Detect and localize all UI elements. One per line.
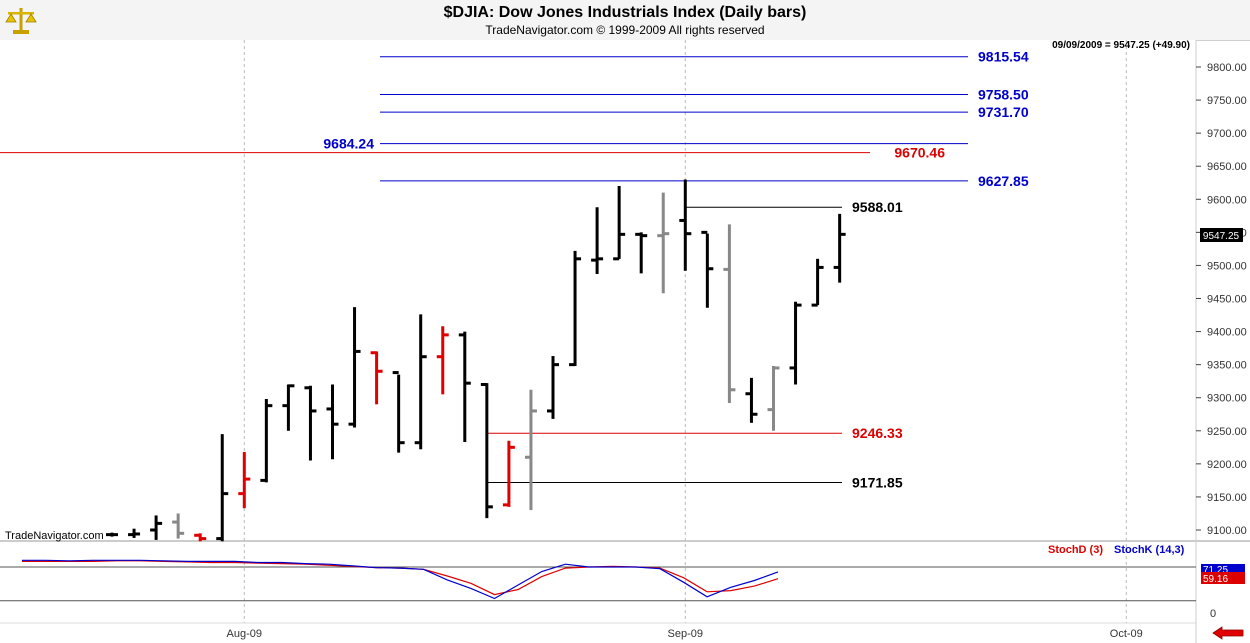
stoch-d-badge (1201, 572, 1245, 584)
price-tick-label-12: 9700.00 (1207, 128, 1247, 140)
copyright-text: TradeNavigator.com © 1999-2009 All right… (485, 23, 765, 37)
level-label-5: 9627.85 (978, 173, 1029, 189)
ohlc-bar-20 (547, 356, 559, 419)
stoch-k-legend: StochK (14,3) (1114, 544, 1185, 556)
stoch-k-value: 71.25 (1203, 565, 1228, 576)
ohlc-bar-9 (304, 385, 317, 461)
chart-title: $DJIA: Dow Jones Industrials Index (Dail… (443, 4, 807, 21)
ohlc-bar-4 (194, 533, 207, 542)
ohlc-bar-5 (216, 434, 229, 542)
ohlc-bar-26 (679, 179, 692, 271)
ohlc-bar-33 (833, 213, 846, 283)
stoch-k-line (22, 559, 779, 600)
ohlc-bar-3 (172, 513, 185, 539)
x-tick-label-0: Aug-09 (227, 628, 262, 640)
ohlc-bar-23 (613, 186, 626, 261)
price-tick-label-3: 9250.00 (1207, 426, 1247, 438)
price-tick-label-8: 9500.00 (1207, 260, 1247, 272)
price-tick-label-13: 9750.00 (1207, 95, 1247, 107)
price-levels: 9815.54 9758.50 9731.70 9684.24 9670.46 9627.… (0, 49, 1029, 490)
ohlc-bar-6 (238, 451, 251, 509)
watermark-text: TradeNavigator.com (5, 530, 104, 542)
ohlc-bar-7 (260, 399, 273, 483)
price-tick-label-1: 9150.00 (1207, 492, 1247, 504)
scales-logo-icon[interactable] (4, 4, 38, 36)
level-label-4: 9670.46 (894, 145, 945, 161)
osc-zero-label: 0 (1210, 608, 1216, 620)
ohlc-bar-8 (282, 384, 295, 431)
stoch-d-line (22, 560, 779, 596)
x-tick-label-2: Oct-09 (1110, 628, 1143, 640)
ohlc-bar-27 (701, 230, 714, 308)
price-tick-label-11: 9650.00 (1207, 161, 1247, 173)
price-tick-label-5: 9350.00 (1207, 360, 1247, 372)
ohlc-bar-22 (591, 207, 604, 275)
vertical-gridlines (243, 40, 1127, 623)
time-axis: Aug-09 Sep-09 Oct-09 (227, 628, 1143, 640)
ohlc-bar-11 (348, 307, 361, 428)
price-tick-label-6: 9400.00 (1207, 327, 1247, 339)
level-label-8: 9171.85 (852, 474, 903, 490)
price-pane-background (0, 40, 1196, 541)
level-label-2: 9731.70 (978, 104, 1029, 120)
price-tick-label-7: 9450.00 (1207, 294, 1247, 306)
chart-header: $DJIA: Dow Jones Industrials Index (Dail… (0, 0, 1250, 41)
ohlc-bar-14 (414, 314, 427, 450)
last-price-badge (1200, 228, 1243, 242)
ohlc-bar-31 (789, 301, 802, 385)
level-label-1: 9758.50 (978, 86, 1029, 102)
ohlc-bars (106, 179, 846, 542)
ohlc-bar-0 (106, 532, 118, 537)
ohlc-bar-19 (524, 389, 537, 511)
ohlc-bar-1 (128, 528, 141, 538)
ohlc-bar-28 (723, 224, 736, 404)
x-tick-label-1: Sep-09 (668, 628, 703, 640)
price-tick-label-4: 9300.00 (1207, 393, 1247, 405)
ohlc-bar-12 (370, 351, 383, 405)
last-price-label: 9547.25 (1203, 231, 1240, 242)
ohlc-bar-16 (458, 331, 471, 443)
ohlc-bar-15 (436, 326, 449, 395)
left-arrow-icon[interactable] (1212, 626, 1244, 640)
ohlc-bar-10 (326, 384, 339, 460)
ohlc-bar-21 (569, 250, 582, 367)
ohlc-bar-30 (767, 365, 780, 431)
price-tick-label-10: 9600.00 (1207, 194, 1247, 206)
price-tick-label-14: 9800.00 (1207, 62, 1247, 74)
level-label-0: 9815.54 (978, 49, 1029, 65)
ohlc-bar-29 (745, 377, 758, 423)
ohlc-bar-24 (635, 232, 648, 274)
ohlc-bar-25 (657, 192, 670, 294)
price-tick-label-2: 9200.00 (1207, 459, 1247, 471)
price-tick-label-0: 9100.00 (1207, 525, 1247, 537)
stoch-d-value: 59.16 (1203, 574, 1228, 585)
level-label-6: 9588.01 (852, 199, 903, 215)
stoch-d-legend: StochD (3) (1048, 544, 1103, 556)
level-label-3: 9684.24 (323, 136, 374, 152)
ohlc-bar-13 (392, 371, 405, 453)
level-label-7: 9246.33 (852, 425, 903, 441)
date-value-readout: 09/09/2009 = 9547.25 (+49.90) (1052, 40, 1190, 51)
ohlc-bar-18 (502, 440, 515, 507)
ohlc-bar-17 (480, 382, 493, 519)
ohlc-bar-32 (811, 258, 824, 307)
ohlc-bar-2 (150, 515, 163, 540)
price-axis: 9100.00 9150.00 9200.00 9250.00 9300.00 9350.… (1196, 62, 1247, 537)
